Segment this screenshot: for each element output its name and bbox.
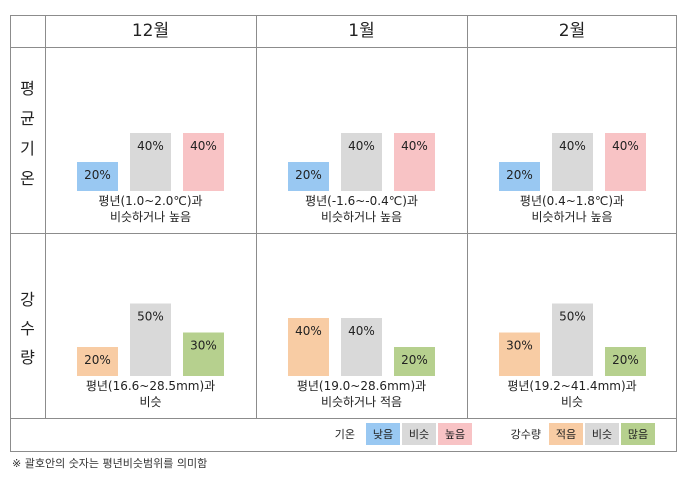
bar-적음 [499,332,540,376]
month-header: 1월 [348,21,374,41]
legend-title: 기온 [335,428,355,441]
legend-swatch [402,423,436,445]
footnote: ※ 괄호안의 숫자는 평년비슷범위를 의미함 [12,457,208,470]
legend-swatch [585,423,619,445]
legend-item: 적음 [556,428,576,441]
bar-value-label: 20% [295,168,322,182]
bar-많음 [183,332,224,376]
panel-caption-line: 비슷하거나 높음 [321,210,402,224]
bar-value-label: 20% [612,353,639,367]
panel-caption-line: 비슷 [139,395,161,409]
bar-value-label: 40% [348,324,375,338]
row-label-char: 기 [20,139,35,158]
legend-title: 강수량 [511,428,541,441]
row-label-char: 강 [20,290,35,309]
bar-적음 [77,347,118,376]
row-label-char: 수 [20,319,35,338]
bar-비슷 [130,133,171,191]
panel-caption-line: 비슷하거나 높음 [531,210,612,224]
row-label-char: 평 [20,79,35,98]
bar-비슷 [341,318,382,376]
bar-value-label: 40% [295,324,322,338]
panel-caption-line: 평년(16.6~28.5mm)과 [86,379,215,393]
bar-value-label: 20% [401,353,428,367]
legend-swatch [549,423,583,445]
bar-많음 [605,347,646,376]
bar-낮음 [499,162,540,191]
bar-낮음 [288,162,329,191]
bar-낮음 [77,162,118,191]
legend-item: 높음 [445,428,465,441]
legend-item: 많음 [628,428,648,441]
bar-value-label: 20% [84,353,111,367]
panel-caption-line: 평년(19.2~41.4mm)과 [507,379,636,393]
panel-caption-line: 평년(19.0~28.6mm)과 [297,379,426,393]
legend-item: 비슷 [592,428,612,441]
bar-높음 [183,133,224,191]
row-label-char: 균 [20,109,35,128]
legend-item: 비슷 [409,428,429,441]
panel-caption-line: 평년(-1.6~-0.4℃)과 [305,194,418,208]
legend-swatch [621,423,655,445]
bar-비슷 [130,303,171,376]
bar-value-label: 40% [190,139,217,153]
panel-caption-line: 비슷하거나 적음 [321,395,402,409]
legend-item: 낮음 [373,428,393,441]
bar-value-label: 40% [612,139,639,153]
legend-swatch [366,423,400,445]
bar-비슷 [552,303,593,376]
bar-비슷 [341,133,382,191]
panel-caption-line: 비슷하거나 높음 [110,210,191,224]
bar-value-label: 30% [190,339,217,353]
bar-value-label: 50% [559,310,586,324]
bar-value-label: 20% [84,168,111,182]
month-header: 2월 [559,21,585,41]
panel-caption-line: 평년(0.4~1.8℃)과 [520,194,624,208]
bar-value-label: 40% [401,139,428,153]
bar-value-label: 30% [506,339,533,353]
bar-적음 [288,318,329,376]
month-header: 12월 [132,21,169,41]
panel-caption-line: 평년(1.0~2.0℃)과 [98,194,202,208]
bar-value-label: 40% [559,139,586,153]
bar-높음 [605,133,646,191]
bar-많음 [394,347,435,376]
bar-value-label: 40% [137,139,164,153]
bar-value-label: 20% [506,168,533,182]
legend-swatch [438,423,472,445]
bar-높음 [394,133,435,191]
bar-value-label: 50% [137,310,164,324]
row-label-char: 온 [20,169,35,188]
row-label-char: 량 [20,348,35,367]
bar-비슷 [552,133,593,191]
bar-value-label: 40% [348,139,375,153]
panel-caption-line: 비슷 [561,395,583,409]
